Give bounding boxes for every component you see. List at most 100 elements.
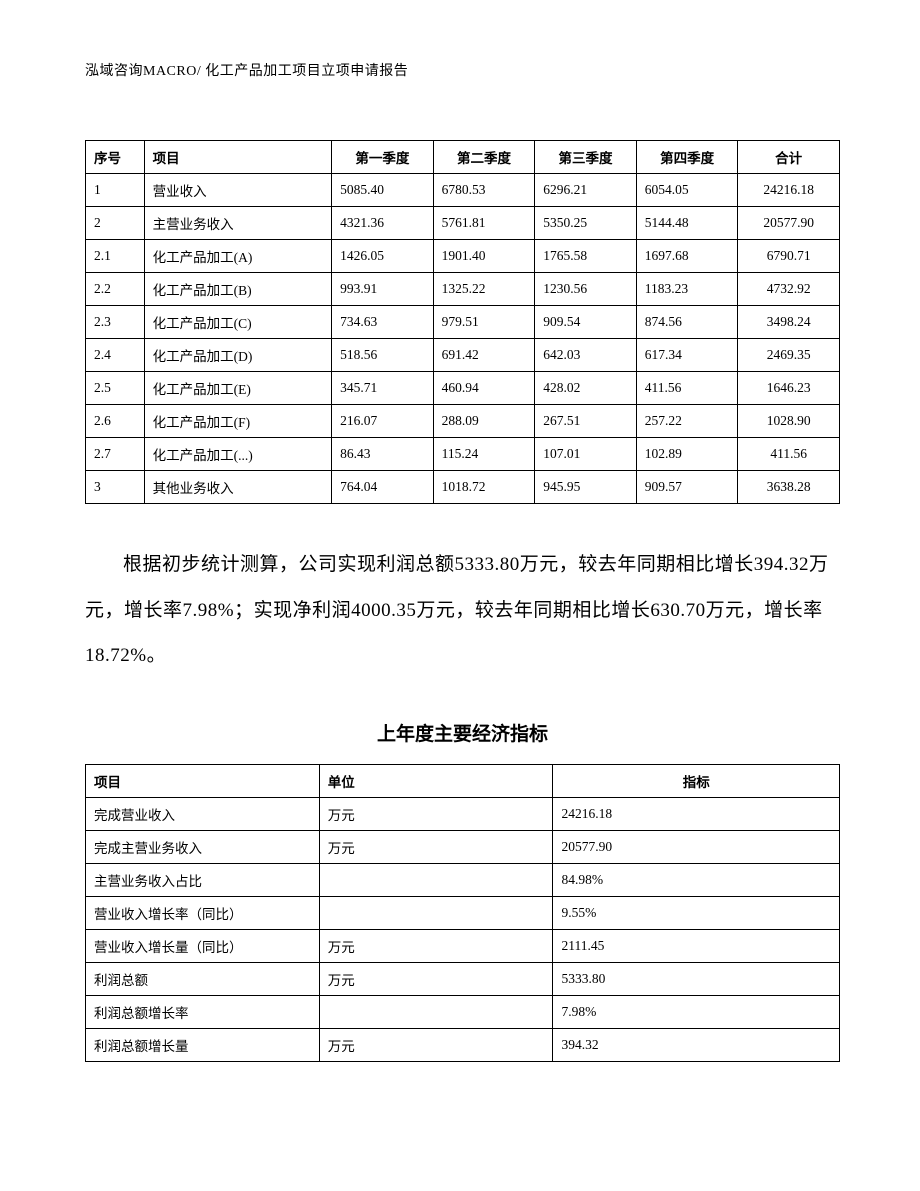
- table-cell: 617.34: [636, 339, 738, 372]
- quarterly-revenue-table: 序号 项目 第一季度 第二季度 第三季度 第四季度 合计 1营业收入5085.4…: [85, 140, 840, 504]
- col-header-total: 合计: [738, 141, 840, 174]
- table-cell: 1901.40: [433, 240, 535, 273]
- table-cell: 2.6: [86, 405, 145, 438]
- table-cell: 1028.90: [738, 405, 840, 438]
- table-cell: 1183.23: [636, 273, 738, 306]
- table-cell: 化工产品加工(D): [144, 339, 332, 372]
- table-cell: 24216.18: [553, 797, 840, 830]
- table-cell: 3: [86, 471, 145, 504]
- table-cell: 24216.18: [738, 174, 840, 207]
- table-cell: 1325.22: [433, 273, 535, 306]
- table-row: 营业收入增长量（同比）万元2111.45: [86, 929, 840, 962]
- table-cell: 518.56: [332, 339, 434, 372]
- table-cell: 394.32: [553, 1028, 840, 1061]
- table-cell: 2.1: [86, 240, 145, 273]
- table-cell: 764.04: [332, 471, 434, 504]
- document-page: 泓域咨询MACRO/ 化工产品加工项目立项申请报告 序号 项目 第一季度 第二季…: [0, 0, 920, 1191]
- table-cell: 460.94: [433, 372, 535, 405]
- table-cell: 3498.24: [738, 306, 840, 339]
- table-row: 完成营业收入万元24216.18: [86, 797, 840, 830]
- table-cell: 86.43: [332, 438, 434, 471]
- body-paragraph: 根据初步统计测算，公司实现利润总额5333.80万元，较去年同期相比增长394.…: [85, 542, 840, 679]
- table-cell: 411.56: [636, 372, 738, 405]
- table-cell: 9.55%: [553, 896, 840, 929]
- table-cell: 216.07: [332, 405, 434, 438]
- col-header-unit: 单位: [319, 764, 553, 797]
- table-cell: 2111.45: [553, 929, 840, 962]
- table-cell: 利润总额增长率: [86, 995, 320, 1028]
- table-cell: 完成营业收入: [86, 797, 320, 830]
- quarterly-table-body: 1营业收入5085.406780.536296.216054.0524216.1…: [86, 174, 840, 504]
- table-row: 2.1化工产品加工(A)1426.051901.401765.581697.68…: [86, 240, 840, 273]
- table-cell: 化工产品加工(...): [144, 438, 332, 471]
- table-cell: 万元: [319, 962, 553, 995]
- table-cell: 4732.92: [738, 273, 840, 306]
- table-cell: 营业收入增长量（同比）: [86, 929, 320, 962]
- indicator-table-body: 完成营业收入万元24216.18完成主营业务收入万元20577.90主营业务收入…: [86, 797, 840, 1061]
- table-cell: 345.71: [332, 372, 434, 405]
- table-cell: 万元: [319, 830, 553, 863]
- table-cell: 4321.36: [332, 207, 434, 240]
- table-cell: 利润总额增长量: [86, 1028, 320, 1061]
- table-row: 2.6化工产品加工(F)216.07288.09267.51257.221028…: [86, 405, 840, 438]
- table-cell: [319, 896, 553, 929]
- col-header-seq: 序号: [86, 141, 145, 174]
- table-cell: 5350.25: [535, 207, 637, 240]
- table-cell: 428.02: [535, 372, 637, 405]
- table-cell: 115.24: [433, 438, 535, 471]
- table-cell: 2.2: [86, 273, 145, 306]
- table-cell: 20577.90: [738, 207, 840, 240]
- table-cell: 734.63: [332, 306, 434, 339]
- table-cell: 5144.48: [636, 207, 738, 240]
- table-header-row: 项目 单位 指标: [86, 764, 840, 797]
- table-cell: 411.56: [738, 438, 840, 471]
- table-cell: 2.3: [86, 306, 145, 339]
- table-cell: 84.98%: [553, 863, 840, 896]
- table-cell: 6790.71: [738, 240, 840, 273]
- col-header-item: 项目: [86, 764, 320, 797]
- table-cell: 909.57: [636, 471, 738, 504]
- table-row: 2主营业务收入4321.365761.815350.255144.4820577…: [86, 207, 840, 240]
- table-row: 2.3化工产品加工(C)734.63979.51909.54874.563498…: [86, 306, 840, 339]
- table-row: 主营业务收入占比84.98%: [86, 863, 840, 896]
- economic-indicator-table: 项目 单位 指标 完成营业收入万元24216.18完成主营业务收入万元20577…: [85, 764, 840, 1062]
- table-cell: 营业收入: [144, 174, 332, 207]
- table-cell: 2: [86, 207, 145, 240]
- table-cell: 691.42: [433, 339, 535, 372]
- table-cell: 874.56: [636, 306, 738, 339]
- table-cell: 993.91: [332, 273, 434, 306]
- table-cell: 7.98%: [553, 995, 840, 1028]
- table-cell: 万元: [319, 797, 553, 830]
- table-row: 利润总额增长率 7.98%: [86, 995, 840, 1028]
- table-cell: [319, 995, 553, 1028]
- table-cell: 5761.81: [433, 207, 535, 240]
- table-cell: 2.4: [86, 339, 145, 372]
- table-row: 3其他业务收入764.041018.72945.95909.573638.28: [86, 471, 840, 504]
- table-cell: 1230.56: [535, 273, 637, 306]
- table-cell: 107.01: [535, 438, 637, 471]
- table-header-row: 序号 项目 第一季度 第二季度 第三季度 第四季度 合计: [86, 141, 840, 174]
- table-cell: 1: [86, 174, 145, 207]
- table-cell: 1646.23: [738, 372, 840, 405]
- table-cell: 2.7: [86, 438, 145, 471]
- table-cell: 102.89: [636, 438, 738, 471]
- table-cell: 5333.80: [553, 962, 840, 995]
- table-cell: 化工产品加工(C): [144, 306, 332, 339]
- table-row: 2.2化工产品加工(B)993.911325.221230.561183.234…: [86, 273, 840, 306]
- section-subtitle: 上年度主要经济指标: [85, 719, 840, 746]
- table-row: 营业收入增长率（同比）9.55%: [86, 896, 840, 929]
- table-cell: 化工产品加工(E): [144, 372, 332, 405]
- table-cell: 945.95: [535, 471, 637, 504]
- table-cell: 万元: [319, 1028, 553, 1061]
- table-cell: 1697.68: [636, 240, 738, 273]
- table-cell: 化工产品加工(B): [144, 273, 332, 306]
- table-cell: 主营业务收入: [144, 207, 332, 240]
- page-header: 泓域咨询MACRO/ 化工产品加工项目立项申请报告: [85, 60, 840, 80]
- table-cell: 642.03: [535, 339, 637, 372]
- col-header-q4: 第四季度: [636, 141, 738, 174]
- table-cell: 267.51: [535, 405, 637, 438]
- table-row: 2.7化工产品加工(...)86.43115.24107.01102.89411…: [86, 438, 840, 471]
- table-cell: [319, 863, 553, 896]
- table-row: 2.4化工产品加工(D)518.56691.42642.03617.342469…: [86, 339, 840, 372]
- col-header-value: 指标: [553, 764, 840, 797]
